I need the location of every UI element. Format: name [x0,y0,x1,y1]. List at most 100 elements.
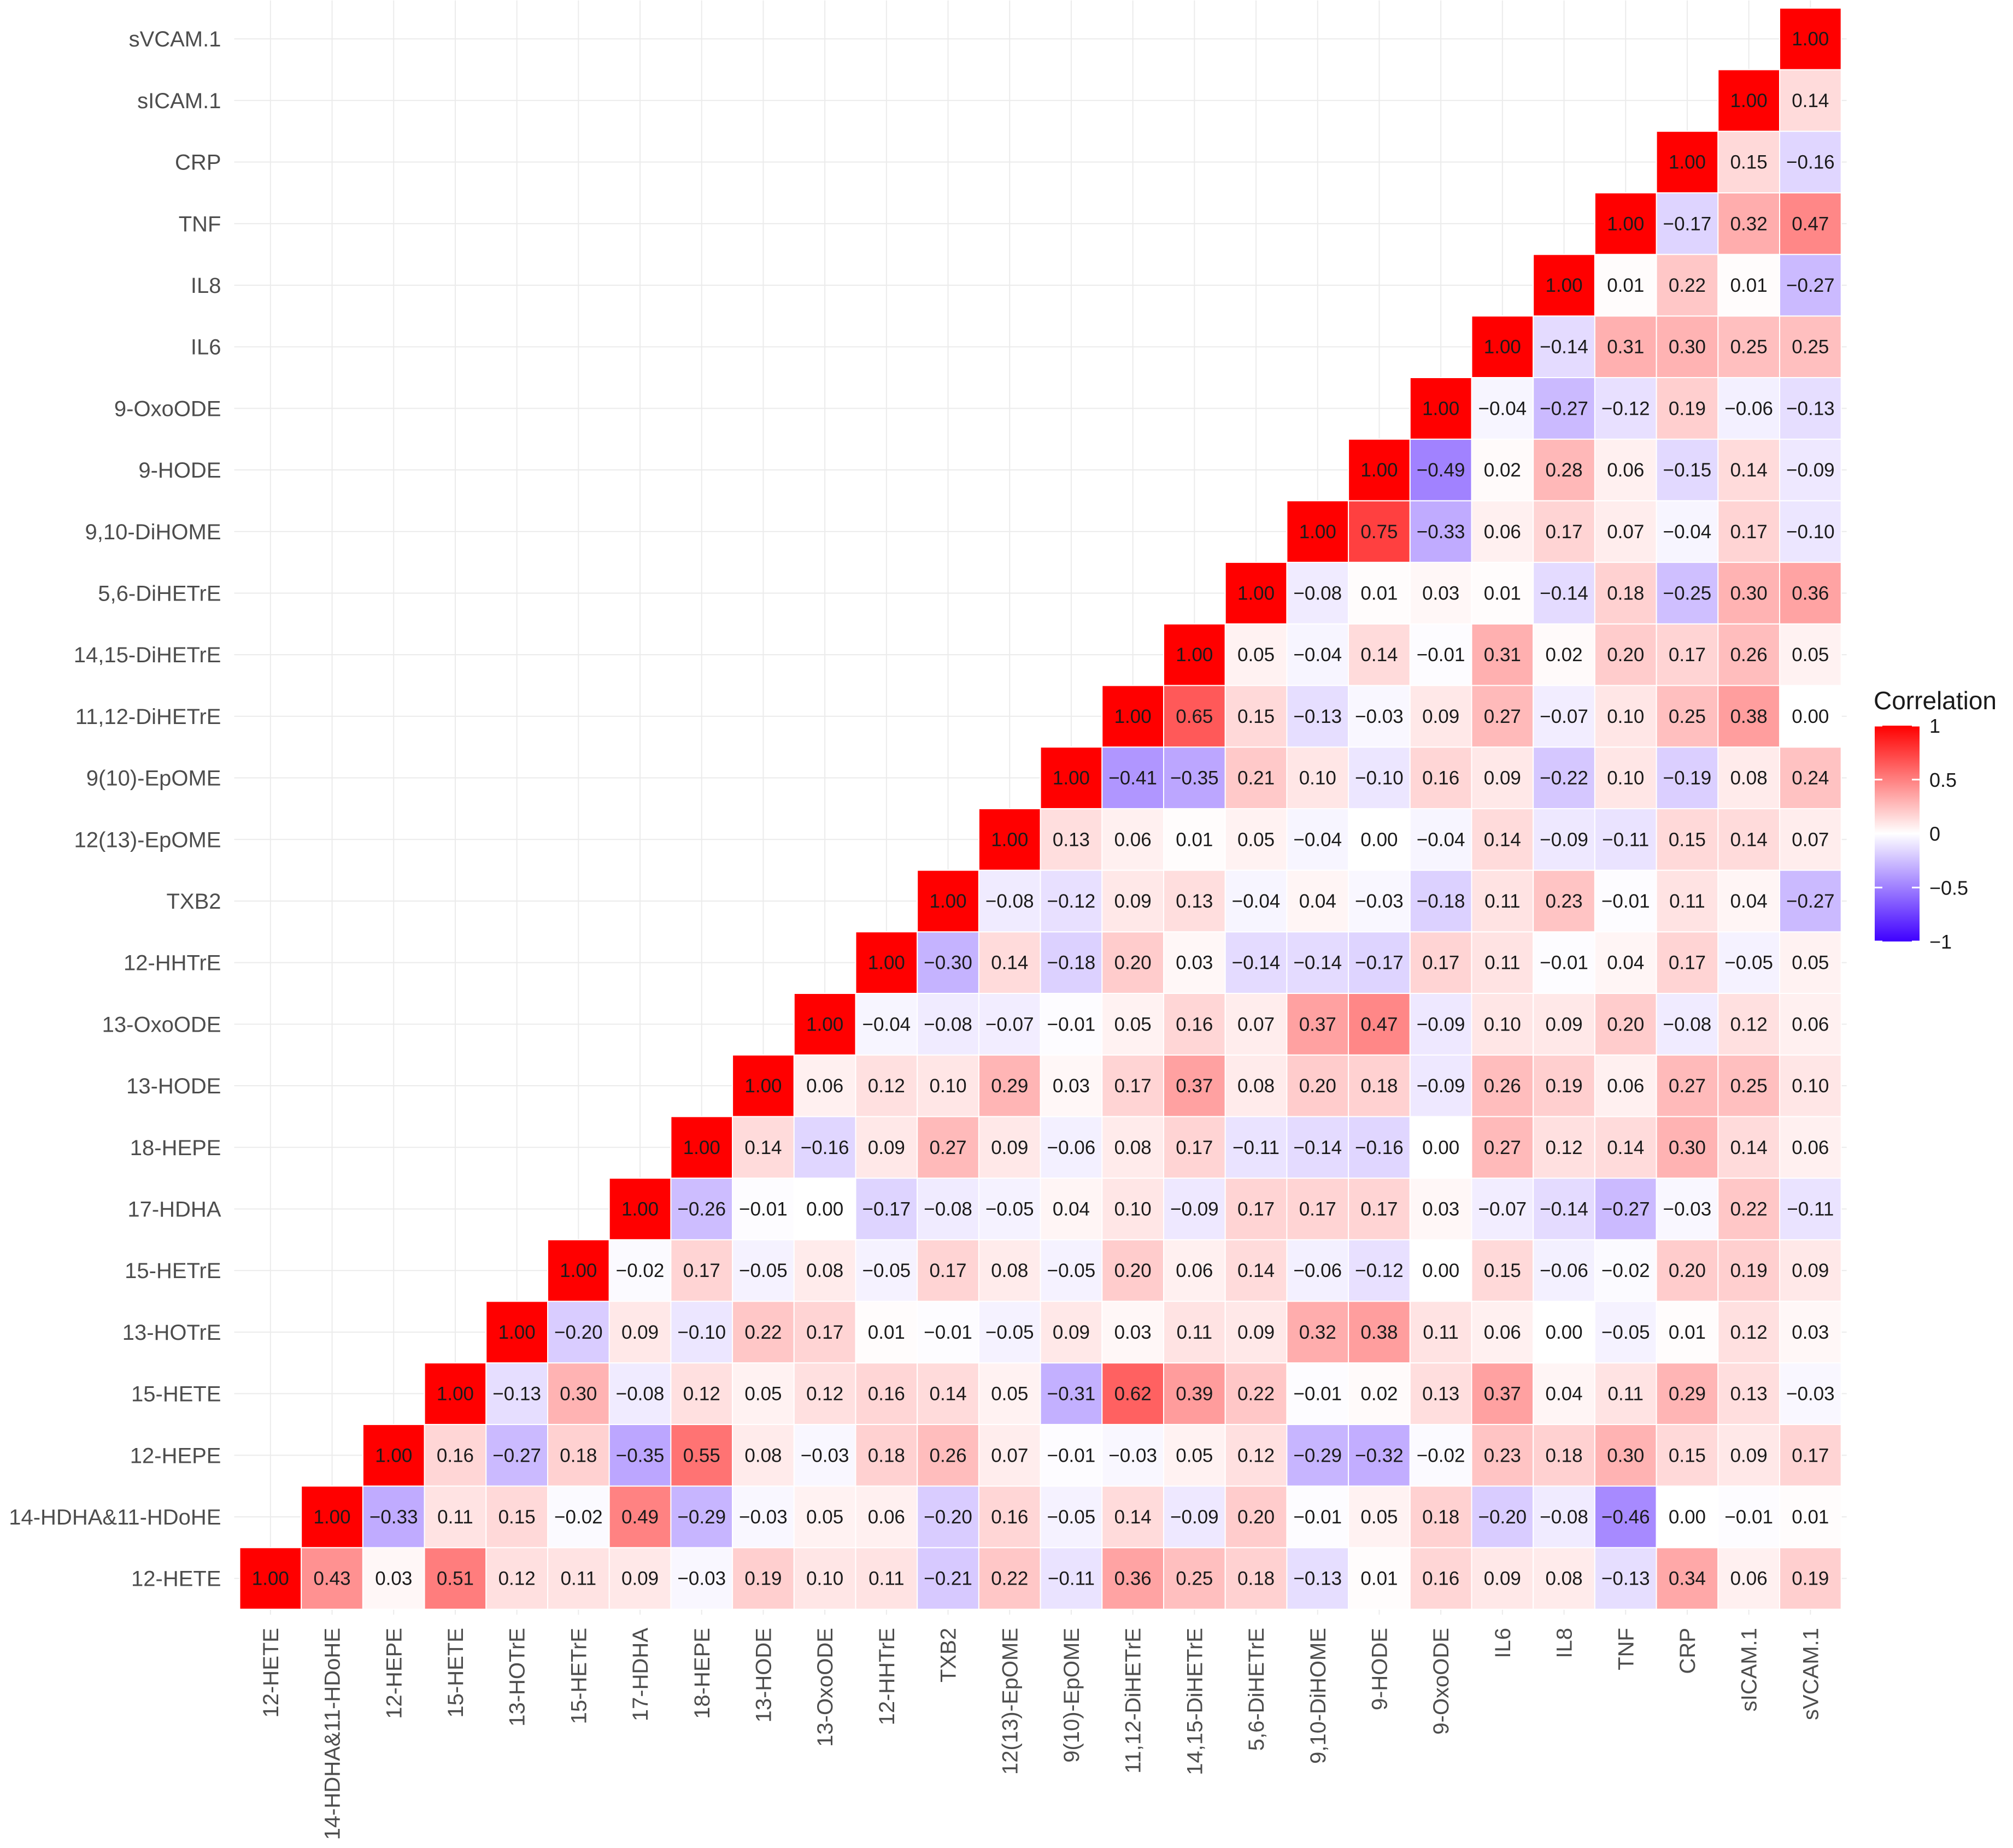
cell-value-label: 0.32 [1299,1322,1336,1343]
cell-value-label: −0.14 [1232,952,1281,974]
heatmap-cell [424,1362,487,1425]
heatmap-cell [1348,993,1411,1056]
cell-value-label: 0.14 [1484,829,1521,850]
cell-value-label: −0.29 [677,1506,726,1528]
cell-value-label: 0.30 [560,1384,597,1405]
cell-value-label: 0.30 [1669,337,1706,358]
cell-value-label: 0.11 [868,1568,905,1590]
heatmap-cell [1348,1362,1411,1425]
heatmap-cell [1471,1239,1534,1302]
cell-value-label: −0.01 [1047,1014,1096,1035]
cell-value-label: 0.06 [1484,1322,1521,1343]
heatmap-cell [1717,438,1781,502]
cell-value-label: 0.09 [621,1322,659,1343]
heatmap-cell [1594,1116,1657,1179]
heatmap-cell [1533,438,1595,502]
cell-value-label: 0.17 [1422,952,1459,974]
cell-value-label: 1.00 [437,1384,474,1405]
heatmap-cell [1594,1547,1657,1610]
cell-value-label: 0.22 [1237,1384,1275,1405]
cell-value-label: 1.00 [560,1260,597,1281]
heatmap-cell [1779,562,1842,625]
heatmap-cell [1533,623,1595,686]
heatmap-cell [1779,1054,1842,1117]
heatmap-cell [1594,1054,1657,1117]
heatmap-cell [978,1485,1041,1549]
cell-value-label: 0.49 [621,1506,659,1528]
y-tick-label: 14-HDHA&11-HDoHE [9,1505,221,1529]
cell-value-label: −0.10 [677,1322,726,1343]
cell-value-label: −0.06 [1540,1260,1588,1281]
cell-value-label: 0.27 [1484,706,1521,727]
cell-value-label: −0.14 [1540,337,1588,358]
cell-value-label: 0.11 [1177,1322,1213,1343]
cell-value-label: −0.22 [1540,768,1588,789]
heatmap-cell [1163,869,1226,933]
cell-value-label: 0.38 [1360,1322,1398,1343]
cell-value-label: 0.09 [621,1568,659,1590]
heatmap-cell [1717,1362,1781,1425]
cell-value-label: 0.17 [806,1322,843,1343]
heatmap-cell [793,1116,856,1179]
heatmap-cell [1779,377,1842,440]
correlation-legend: Correlation 1 0.5 0 −0.5 −1 [1874,686,1997,953]
cell-value-label: 0.05 [1237,644,1275,666]
cell-value-label: −0.03 [1663,1198,1712,1220]
cell-value-label: 0.22 [1730,1198,1768,1220]
cell-value-label: −0.27 [492,1445,541,1466]
cell-value-label: 0.14 [1792,90,1829,111]
heatmap-cell [1224,1547,1288,1610]
cell-value-label: 0.34 [1669,1568,1706,1590]
heatmap-cell [917,1239,979,1302]
heatmap-cell [1286,1300,1349,1364]
x-tick-label: 17-HDHA [629,1628,653,1721]
heatmap-cell [1409,1423,1472,1487]
cell-value-label: −0.15 [1663,460,1712,481]
cell-value-label: 0.08 [806,1260,843,1281]
heatmap-cell [1717,746,1781,809]
heatmap-cell [978,1547,1041,1610]
cell-value-label: 0.06 [1176,1260,1213,1281]
x-tick-label: 9,10-DiHOME [1306,1628,1330,1764]
heatmap-cell [978,1362,1041,1425]
x-tick-label: 14,15-DiHETrE [1183,1628,1207,1775]
cell-value-label: −0.13 [1786,398,1835,419]
cell-value-label: 0.36 [1114,1568,1152,1590]
cell-value-label: 0.20 [1299,1075,1336,1097]
cell-value-label: 0.03 [375,1568,412,1590]
cell-value-label: 0.01 [868,1322,905,1343]
cell-value-label: 0.09 [1484,768,1521,789]
cell-value-label: 0.24 [1792,768,1829,789]
cell-value-label: −0.27 [1540,398,1588,419]
heatmap-cell [732,1054,795,1117]
cell-value-label: −0.05 [1724,952,1773,974]
cell-value-label: 0.01 [1176,829,1213,850]
cell-value-label: −0.04 [1232,891,1281,912]
cell-value-label: −0.05 [985,1322,1034,1343]
heatmap-cells: 1.00 0.43 0.03 0.51 0.12 0.11 0.09 −0.03 0.19 0.1… [239,7,1842,1610]
cell-value-label: 0.10 [1299,768,1336,789]
heatmap-cell [1779,438,1842,502]
x-tick-label: 13-HODE [752,1628,776,1722]
x-tick-label: 14-HDHA&11-HDoHE [321,1628,345,1840]
heatmap-cell [917,931,979,994]
heatmap-cell [1533,1423,1595,1487]
cell-value-label: 0.09 [1237,1322,1275,1343]
cell-value-label: 0.15 [1669,1445,1706,1466]
heatmap-cell [793,1239,856,1302]
heatmap-cell [1348,562,1411,625]
cell-value-label: −0.14 [1540,582,1588,604]
x-tick-label: 12-HEPE [382,1628,406,1719]
cell-value-label: −0.01 [1417,644,1465,666]
heatmap-cell [855,931,918,994]
cell-value-label: 0.19 [1792,1568,1829,1590]
cell-value-label: −0.46 [1601,1506,1650,1528]
heatmap-cell [1594,254,1657,317]
heatmap-cell [485,1362,548,1425]
x-tick-label: 12-HETE [259,1628,283,1718]
heatmap-cell [1163,623,1226,686]
heatmap-cell [608,1362,672,1425]
heatmap-cell [1717,685,1781,748]
cell-value-label: 0.11 [437,1506,473,1528]
cell-value-label: −0.02 [616,1260,665,1281]
